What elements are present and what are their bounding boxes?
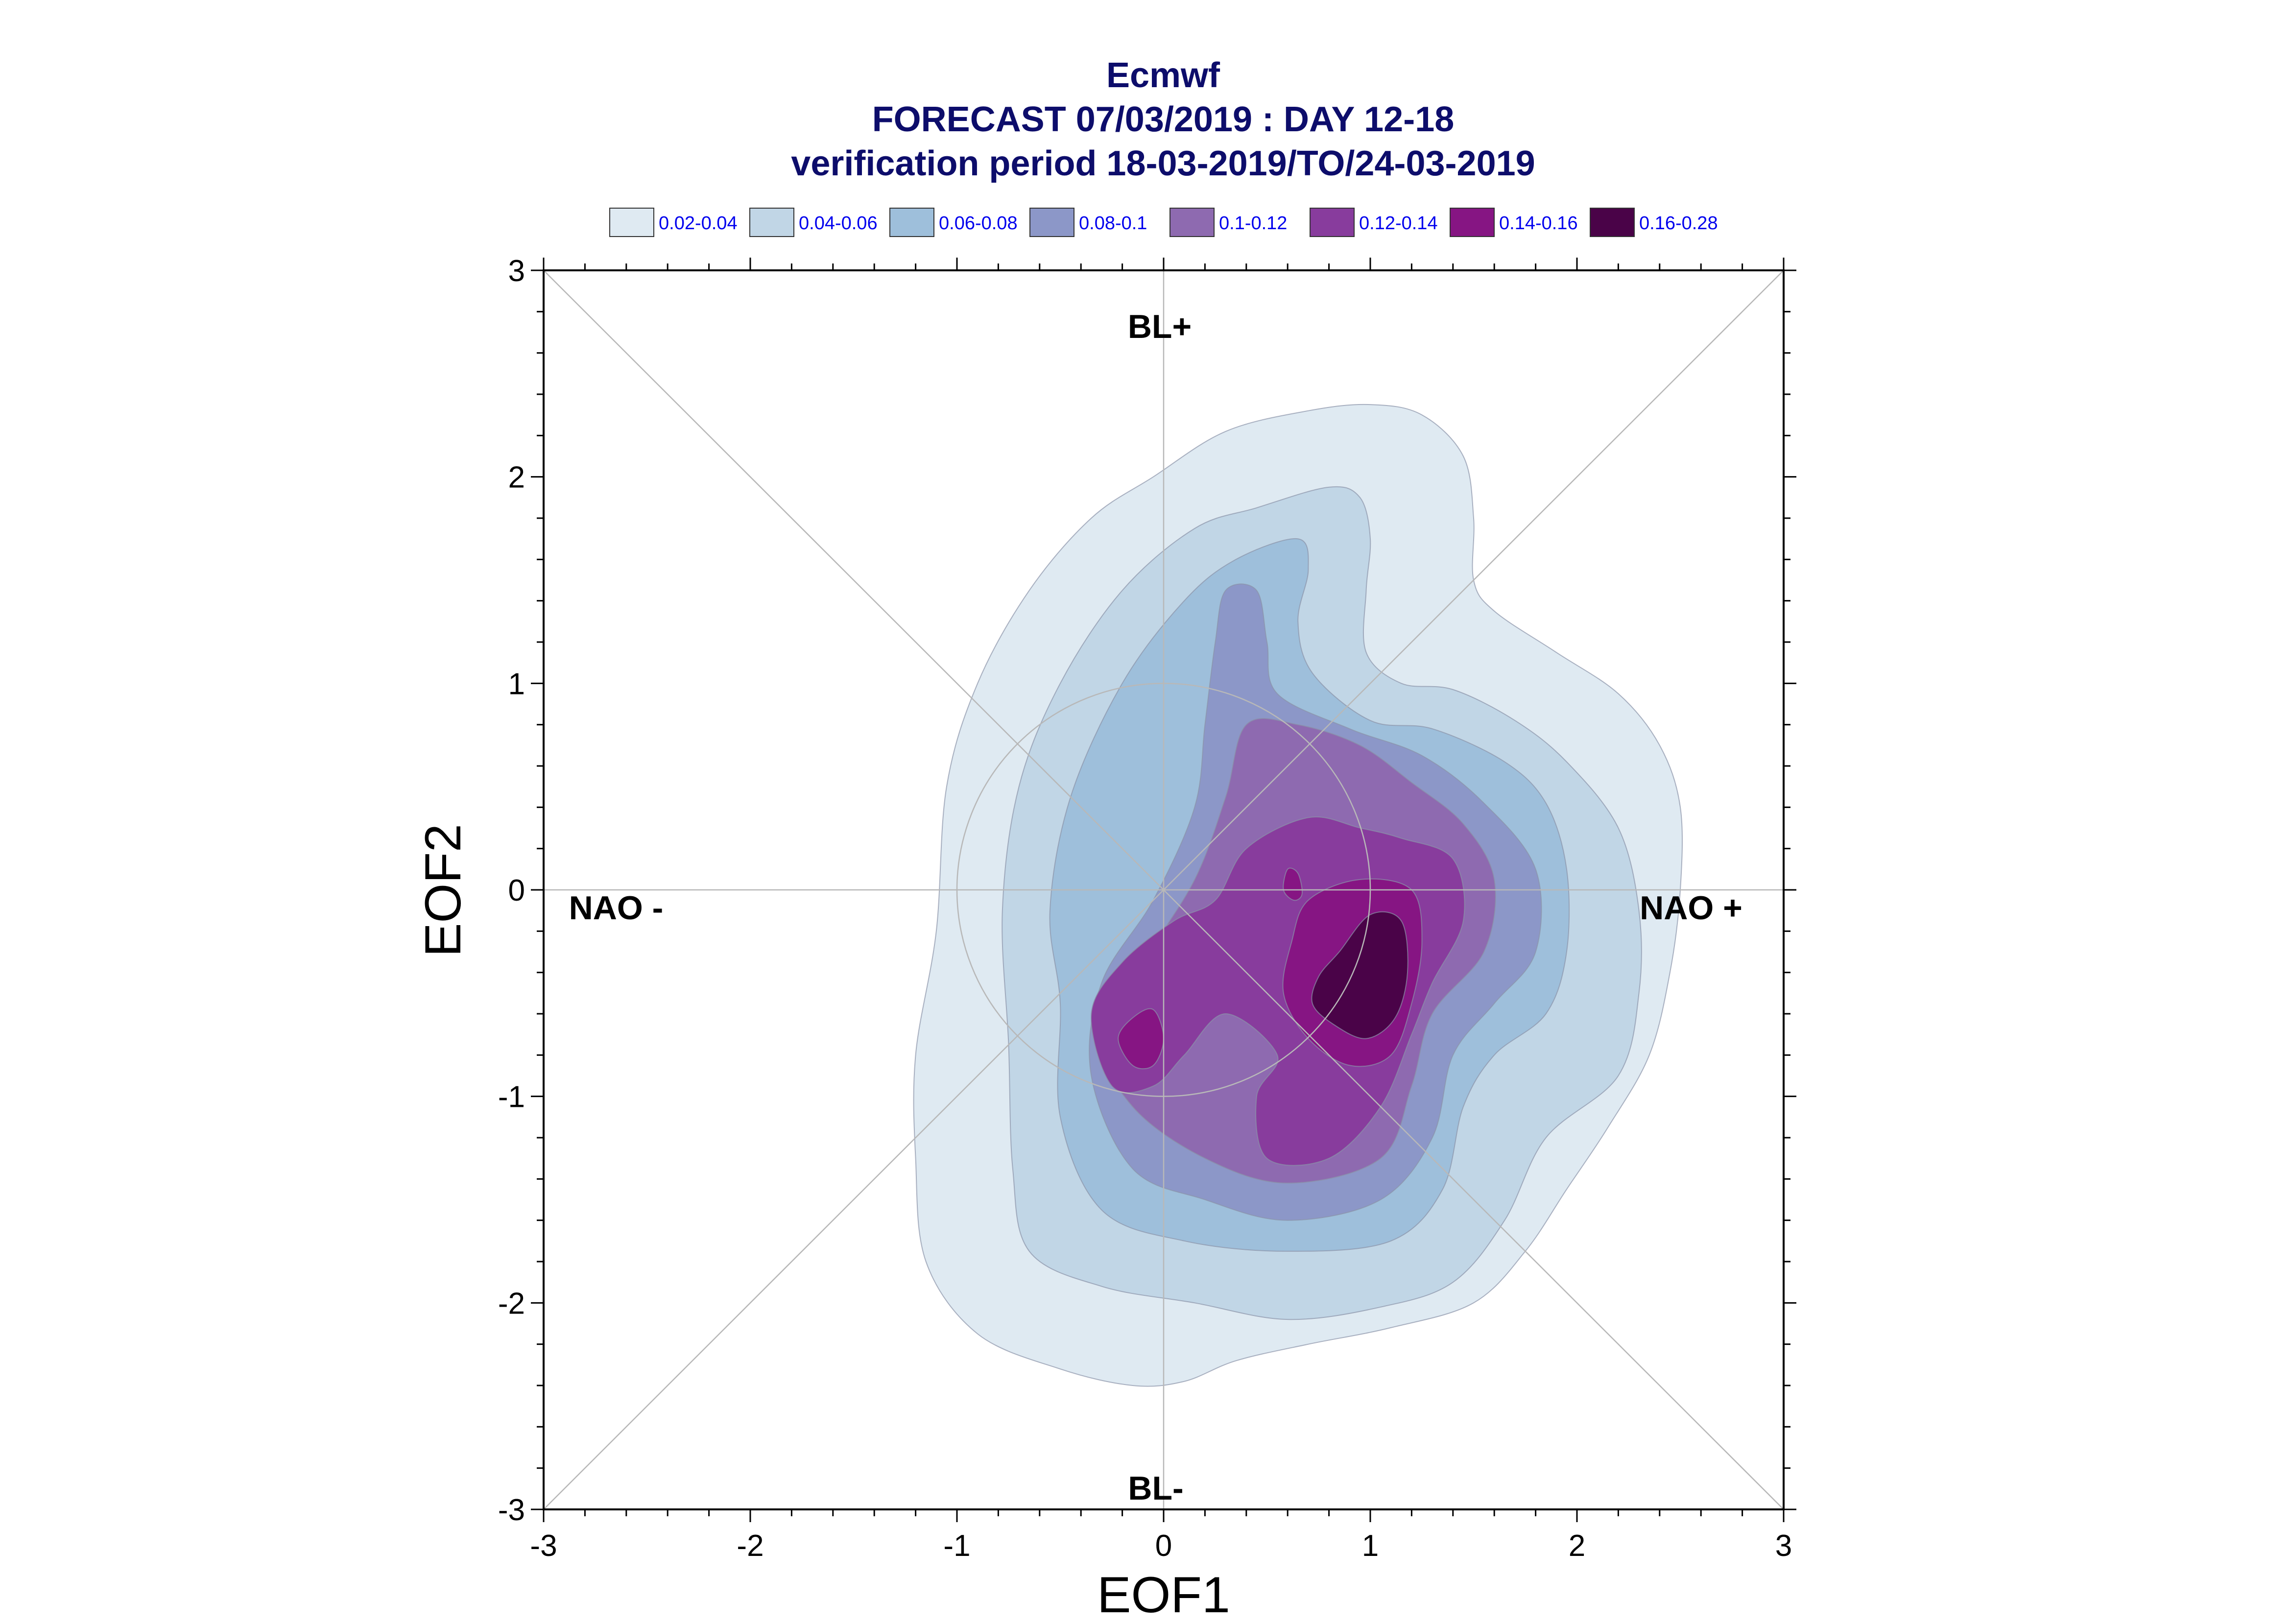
regime-label-right: NAO + xyxy=(1640,889,1742,927)
x-axis-title: EOF1 xyxy=(1097,1567,1230,1622)
regime-label-bottom: BL- xyxy=(1128,1470,1183,1507)
y-tick-label: 2 xyxy=(508,461,525,495)
y-tick-label: -1 xyxy=(498,1080,525,1114)
legend-label-3: 0.08-0.1 xyxy=(1079,213,1147,234)
x-tick-label: -1 xyxy=(943,1529,970,1563)
legend-label-4: 0.1-0.12 xyxy=(1219,213,1287,234)
legend-swatch-7 xyxy=(1590,208,1635,237)
title-line-3: verification period 18-03-2019/TO/24-03-… xyxy=(791,144,1535,183)
legend-label-6: 0.14-0.16 xyxy=(1499,213,1578,234)
legend-swatch-0 xyxy=(609,208,654,237)
y-tick-label: -3 xyxy=(498,1493,525,1527)
legend-label-5: 0.12-0.14 xyxy=(1359,213,1438,234)
unit-circle xyxy=(956,683,1371,1097)
regime-label-left: NAO - xyxy=(569,889,664,927)
legend-label-1: 0.04-0.06 xyxy=(799,213,878,234)
legend-label-0: 0.02-0.04 xyxy=(659,213,738,234)
contour-0.14-0.16-2 xyxy=(1283,867,1303,901)
x-tick-label: -2 xyxy=(737,1529,764,1563)
legend-label-2: 0.06-0.08 xyxy=(939,213,1018,234)
legend-swatch-4 xyxy=(1169,208,1215,237)
legend-swatch-2 xyxy=(889,208,934,237)
y-tick-label: 0 xyxy=(508,874,525,908)
y-tick-label: 3 xyxy=(508,254,525,288)
legend-swatch-5 xyxy=(1310,208,1355,237)
x-tick-label: 0 xyxy=(1155,1529,1172,1563)
legend-swatch-1 xyxy=(749,208,794,237)
contour-0.16-0.28-0 xyxy=(1311,911,1408,1039)
axes: -3 -2 -1 0 1 2 3 -3 -2 -1 0 1 2 3 xyxy=(498,254,1796,1563)
legend-swatch-6 xyxy=(1450,208,1495,237)
x-tick-label: 1 xyxy=(1362,1529,1379,1563)
legend: 0.02-0.04 0.04-0.06 0.06-0.08 0.08-0.1 0.1-0… xyxy=(609,208,1718,237)
y-tick-label: -2 xyxy=(498,1287,525,1320)
y-tick-label: 1 xyxy=(508,667,525,701)
chart-title: Ecmwf FORECAST 07/03/2019 : DAY 12-18 ve… xyxy=(791,56,1535,183)
x-tick-label: 2 xyxy=(1569,1529,1585,1563)
title-line-2: FORECAST 07/03/2019 : DAY 12-18 xyxy=(872,100,1455,139)
regime-labels: BL+ BL- NAO - NAO + xyxy=(569,308,1742,1507)
regime-label-top: BL+ xyxy=(1128,308,1192,345)
y-axis-title: EOF2 xyxy=(415,824,472,957)
legend-swatch-3 xyxy=(1029,208,1074,237)
x-tick-label: 3 xyxy=(1775,1529,1792,1563)
contour-0.14-0.16-1 xyxy=(1118,1008,1165,1070)
reference-lines xyxy=(543,270,1784,1510)
x-tick-label: -3 xyxy=(530,1529,557,1563)
legend-label-7: 0.16-0.28 xyxy=(1639,213,1718,234)
title-line-1: Ecmwf xyxy=(1106,56,1220,95)
contour-layer xyxy=(913,404,1683,1387)
